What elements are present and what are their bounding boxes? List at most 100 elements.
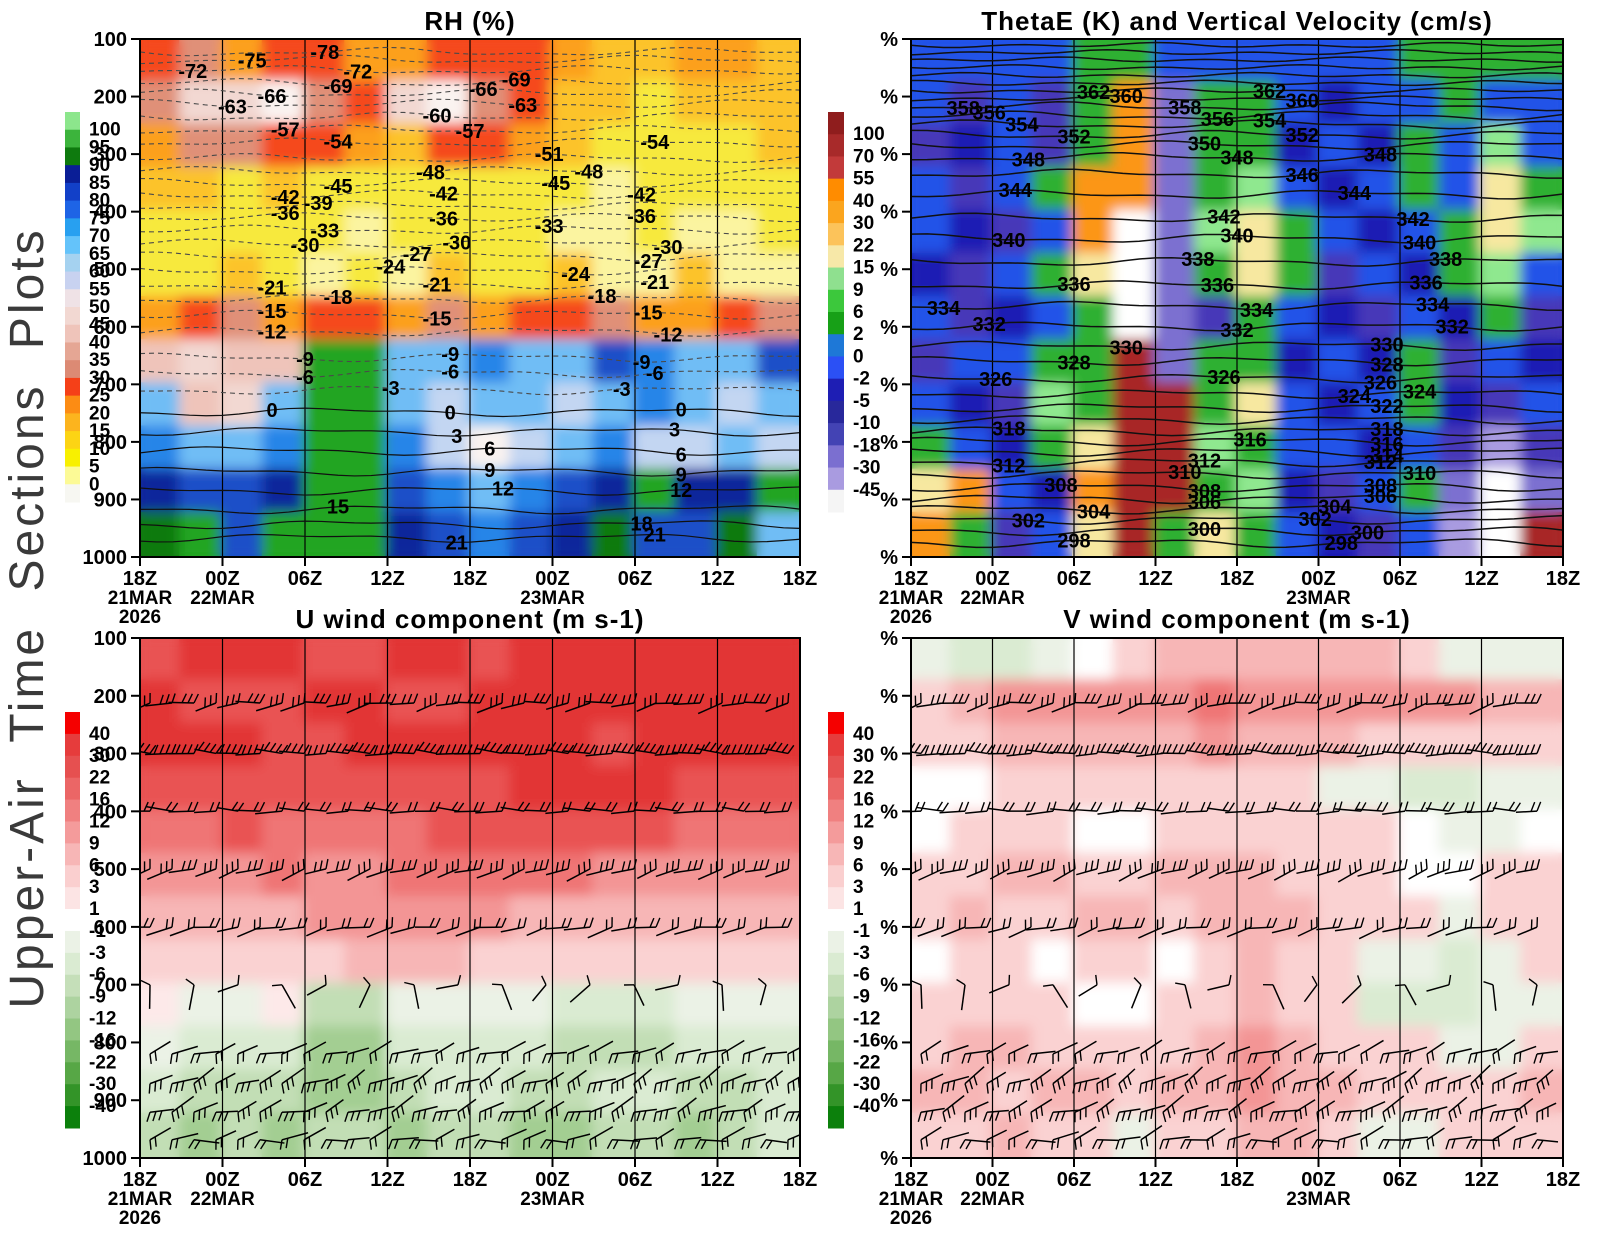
svg-text:500: 500 (94, 859, 127, 881)
svg-text:338: 338 (1429, 249, 1462, 271)
svg-text:-42: -42 (429, 183, 458, 205)
svg-text:-42: -42 (627, 185, 656, 207)
svg-text:-15: -15 (634, 303, 663, 325)
svg-text:00Z: 00Z (535, 568, 569, 590)
svg-text:22: 22 (89, 768, 110, 789)
uwind-y-axis: 100 200 300 400 500 600 700 800 900 1000 (83, 628, 140, 1170)
svg-text:12: 12 (853, 811, 874, 832)
svg-text:40: 40 (89, 724, 110, 745)
svg-text:-16: -16 (853, 1030, 880, 1051)
svg-text:328: 328 (1057, 353, 1090, 375)
svg-text:332: 332 (1435, 316, 1468, 338)
svg-text:-6: -6 (89, 965, 106, 986)
svg-text:324: 324 (1338, 386, 1372, 408)
svg-text:%: % (880, 744, 898, 766)
svg-text:334: 334 (1240, 300, 1274, 322)
svg-text:312: 312 (992, 456, 1025, 478)
svg-text:18Z: 18Z (123, 1169, 157, 1191)
svg-text:-22: -22 (853, 1052, 880, 1073)
svg-text:2: 2 (853, 324, 864, 345)
svg-text:-40: -40 (89, 1096, 116, 1117)
svg-text:0: 0 (445, 403, 456, 425)
svg-text:348: 348 (1220, 148, 1253, 170)
svg-text:100: 100 (94, 29, 127, 51)
svg-text:-45: -45 (324, 176, 353, 198)
svg-text:%: % (880, 317, 898, 339)
svg-text:340: 340 (1220, 225, 1253, 247)
thetae-panel-title: ThetaE (K) and Vertical Velocity (cm/s) (981, 6, 1493, 36)
svg-text:318: 318 (1370, 419, 1403, 441)
svg-text:354: 354 (1253, 110, 1287, 132)
svg-text:-42: -42 (271, 187, 300, 209)
svg-text:306: 306 (1188, 492, 1221, 514)
svg-text:-6: -6 (853, 965, 870, 986)
svg-text:30: 30 (853, 746, 874, 767)
svg-text:21MAR: 21MAR (108, 1189, 173, 1210)
svg-text:12: 12 (670, 480, 692, 502)
svg-text:340: 340 (1403, 233, 1436, 255)
svg-text:6: 6 (89, 855, 100, 876)
svg-text:362: 362 (1077, 82, 1110, 104)
svg-text:18Z: 18Z (894, 568, 928, 590)
svg-text:340: 340 (992, 230, 1025, 252)
svg-text:-75: -75 (238, 51, 267, 73)
svg-text:314: 314 (1370, 446, 1404, 468)
svg-text:-48: -48 (416, 162, 445, 184)
svg-text:318: 318 (992, 419, 1025, 441)
svg-text:18Z: 18Z (123, 568, 157, 590)
svg-text:-54: -54 (324, 131, 354, 153)
svg-text:90: 90 (89, 155, 110, 176)
svg-text:06Z: 06Z (1383, 1169, 1417, 1191)
rh-field (140, 39, 800, 557)
svg-text:302: 302 (1012, 510, 1045, 532)
svg-text:12Z: 12Z (1138, 1169, 1172, 1191)
svg-text:2026: 2026 (890, 1208, 932, 1229)
svg-text:336: 336 (1201, 275, 1234, 297)
svg-text:00Z: 00Z (1301, 1169, 1335, 1191)
svg-text:358: 358 (1168, 98, 1201, 120)
thetae-contours (911, 41, 1563, 549)
svg-text:-6: -6 (646, 363, 664, 385)
svg-text:22: 22 (853, 768, 874, 789)
svg-text:-30: -30 (442, 232, 471, 254)
svg-text:06Z: 06Z (288, 568, 322, 590)
svg-text:21MAR: 21MAR (108, 588, 173, 609)
svg-text:%: % (880, 859, 898, 881)
svg-text:3: 3 (451, 426, 462, 448)
thetae-y-axis: %%%%%%%%%% (880, 29, 911, 569)
svg-text:700: 700 (94, 975, 127, 997)
svg-text:-6: -6 (441, 362, 459, 384)
svg-text:-30: -30 (291, 235, 320, 257)
svg-text:40: 40 (853, 191, 874, 212)
svg-text:9: 9 (484, 460, 495, 482)
svg-text:%: % (880, 1090, 898, 1112)
svg-text:06Z: 06Z (1057, 568, 1091, 590)
svg-text:600: 600 (94, 917, 127, 939)
svg-text:20: 20 (89, 403, 110, 424)
svg-text:12Z: 12Z (700, 1169, 734, 1191)
svg-text:06Z: 06Z (288, 1169, 322, 1191)
svg-text:0: 0 (853, 346, 864, 367)
svg-text:21: 21 (644, 524, 666, 546)
svg-text:%: % (880, 801, 898, 823)
svg-text:308: 308 (1188, 481, 1221, 503)
svg-text:-57: -57 (456, 121, 485, 143)
svg-text:-9: -9 (296, 349, 314, 371)
svg-text:336: 336 (1409, 272, 1442, 294)
svg-text:60: 60 (89, 262, 110, 283)
svg-text:-69: -69 (502, 69, 531, 91)
svg-text:22: 22 (853, 235, 874, 256)
svg-text:326: 326 (1364, 372, 1397, 394)
svg-text:12Z: 12Z (1464, 1169, 1498, 1191)
svg-text:00Z: 00Z (975, 568, 1009, 590)
svg-text:00Z: 00Z (975, 1169, 1009, 1191)
svg-text:304: 304 (1077, 502, 1111, 524)
rh-contour-labels: -78-75-72 -72-69 -69-66 -66-63 -63-60-57 -57-… (178, 42, 692, 554)
svg-text:-1: -1 (89, 921, 106, 942)
svg-text:306: 306 (1364, 486, 1397, 508)
vwind-gridlines (991, 638, 1483, 1158)
svg-text:308: 308 (1044, 475, 1077, 497)
